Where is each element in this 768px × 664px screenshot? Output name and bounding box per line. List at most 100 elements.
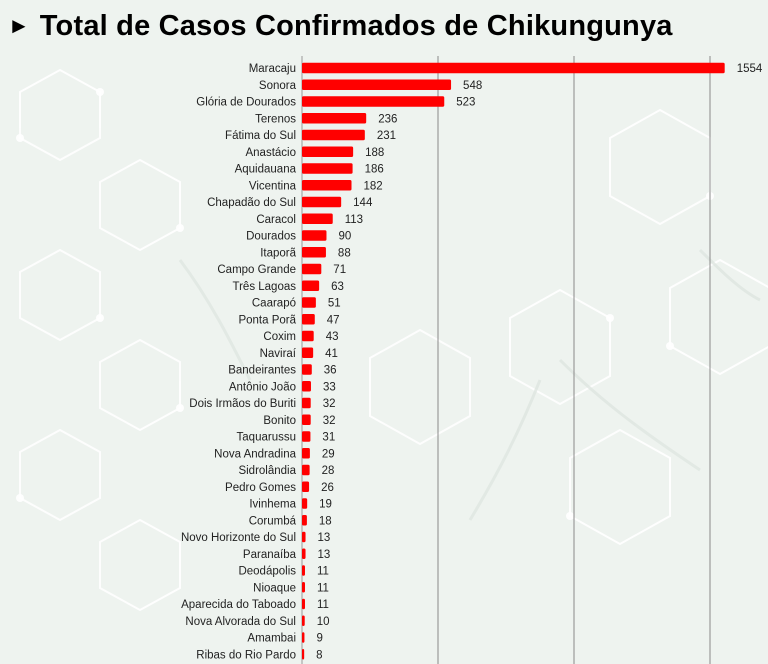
data-label: 188	[365, 147, 384, 159]
bar	[302, 129, 365, 141]
category-label: Deodápolis	[238, 566, 296, 578]
bar	[302, 464, 310, 476]
data-label: 29	[322, 448, 335, 460]
category-label: Aquidauana	[235, 164, 297, 176]
bar	[302, 230, 327, 241]
data-label: 63	[331, 281, 344, 293]
category-label: Dourados	[246, 231, 296, 243]
play-triangle-icon: ►	[8, 13, 30, 38]
bar	[302, 481, 310, 492]
category-label: Aparecida do Taboado	[181, 599, 296, 611]
category-label: Sonora	[259, 80, 297, 92]
data-label: 19	[319, 499, 332, 511]
category-label: Terenos	[255, 113, 296, 125]
category-label: Fátima do Sul	[225, 130, 296, 142]
data-label: 32	[323, 415, 336, 427]
category-label: Itaporã	[260, 247, 296, 259]
bar	[302, 196, 342, 208]
data-label: 31	[322, 432, 335, 444]
data-label: 33	[323, 381, 336, 393]
category-label: Amambai	[247, 633, 296, 645]
data-label: 32	[323, 398, 336, 410]
bar	[302, 649, 305, 660]
data-label: 26	[321, 482, 334, 494]
bar	[302, 113, 367, 124]
data-label: 523	[456, 97, 475, 109]
data-label: 51	[328, 298, 341, 310]
data-label: 90	[338, 231, 351, 243]
bar	[302, 347, 314, 358]
bar	[302, 515, 307, 526]
bar	[302, 263, 322, 275]
category-label: Vicentina	[249, 180, 297, 192]
bar	[302, 163, 353, 174]
bar	[302, 531, 306, 543]
data-label: 11	[317, 582, 329, 594]
data-label: 186	[365, 164, 384, 176]
category-label: Naviraí	[260, 348, 297, 360]
category-label: Chapadão do Sul	[207, 197, 296, 209]
category-label: Paranaíba	[243, 549, 297, 561]
bar	[302, 146, 354, 157]
bar	[302, 565, 305, 576]
bar	[302, 582, 305, 593]
bar	[302, 632, 305, 643]
data-label: 1554	[737, 63, 763, 75]
data-label: 28	[322, 465, 335, 477]
data-label: 548	[463, 80, 482, 92]
category-label: Caracol	[256, 214, 296, 226]
bar	[302, 62, 725, 74]
data-label: 113	[345, 214, 363, 226]
category-label: Dois Irmãos do Buriti	[189, 398, 296, 410]
bar	[302, 297, 316, 308]
category-label: Novo Horizonte do Sul	[181, 532, 296, 544]
bar	[302, 330, 314, 342]
data-label: 9	[316, 633, 322, 645]
data-label: 13	[318, 532, 331, 544]
category-label: Corumbá	[249, 515, 297, 527]
category-label: Nova Alvorada do Sul	[185, 616, 296, 628]
data-label: 8	[316, 649, 322, 661]
data-label: 41	[325, 348, 338, 360]
bar	[302, 314, 315, 325]
bar	[302, 213, 333, 224]
data-label: 11	[317, 599, 329, 611]
category-label: Antônio João	[229, 381, 296, 393]
category-label: Anastácio	[245, 147, 296, 159]
category-label: Bandeirantes	[228, 365, 296, 377]
category-label: Nova Andradina	[214, 448, 296, 460]
category-label: Ivinhema	[249, 499, 296, 511]
data-label: 11	[317, 566, 329, 578]
bar	[302, 397, 311, 409]
category-label: Ponta Porã	[238, 314, 296, 326]
category-label: Nioaque	[253, 582, 296, 594]
bar	[302, 548, 306, 559]
category-label: Sidrolândia	[238, 465, 296, 477]
category-label: Pedro Gomes	[225, 482, 296, 494]
data-label: 47	[327, 314, 340, 326]
bar	[302, 364, 312, 375]
data-label: 236	[378, 113, 397, 125]
page-title: ► Total de Casos Confirmados de Chikungu…	[8, 6, 673, 46]
data-label: 36	[324, 365, 337, 377]
category-label: Três Lagoas	[233, 281, 297, 293]
data-label: 71	[333, 264, 346, 276]
data-label: 13	[318, 549, 331, 561]
chart-title: Total de Casos Confirmados de Chikunguny…	[39, 9, 673, 42]
bar	[302, 247, 326, 258]
bar	[302, 96, 445, 107]
category-label: Campo Grande	[217, 264, 296, 276]
category-label: Caarapó	[252, 298, 296, 310]
bar	[302, 615, 305, 626]
bar	[302, 431, 311, 442]
data-label: 182	[364, 180, 383, 192]
data-label: 10	[317, 616, 330, 628]
category-label: Ribas do Rio Pardo	[196, 649, 296, 661]
data-label: 231	[377, 130, 396, 142]
bar	[302, 598, 305, 610]
bar	[302, 381, 311, 392]
category-label: Maracaju	[249, 63, 296, 75]
category-label: Taquarussu	[237, 432, 296, 444]
